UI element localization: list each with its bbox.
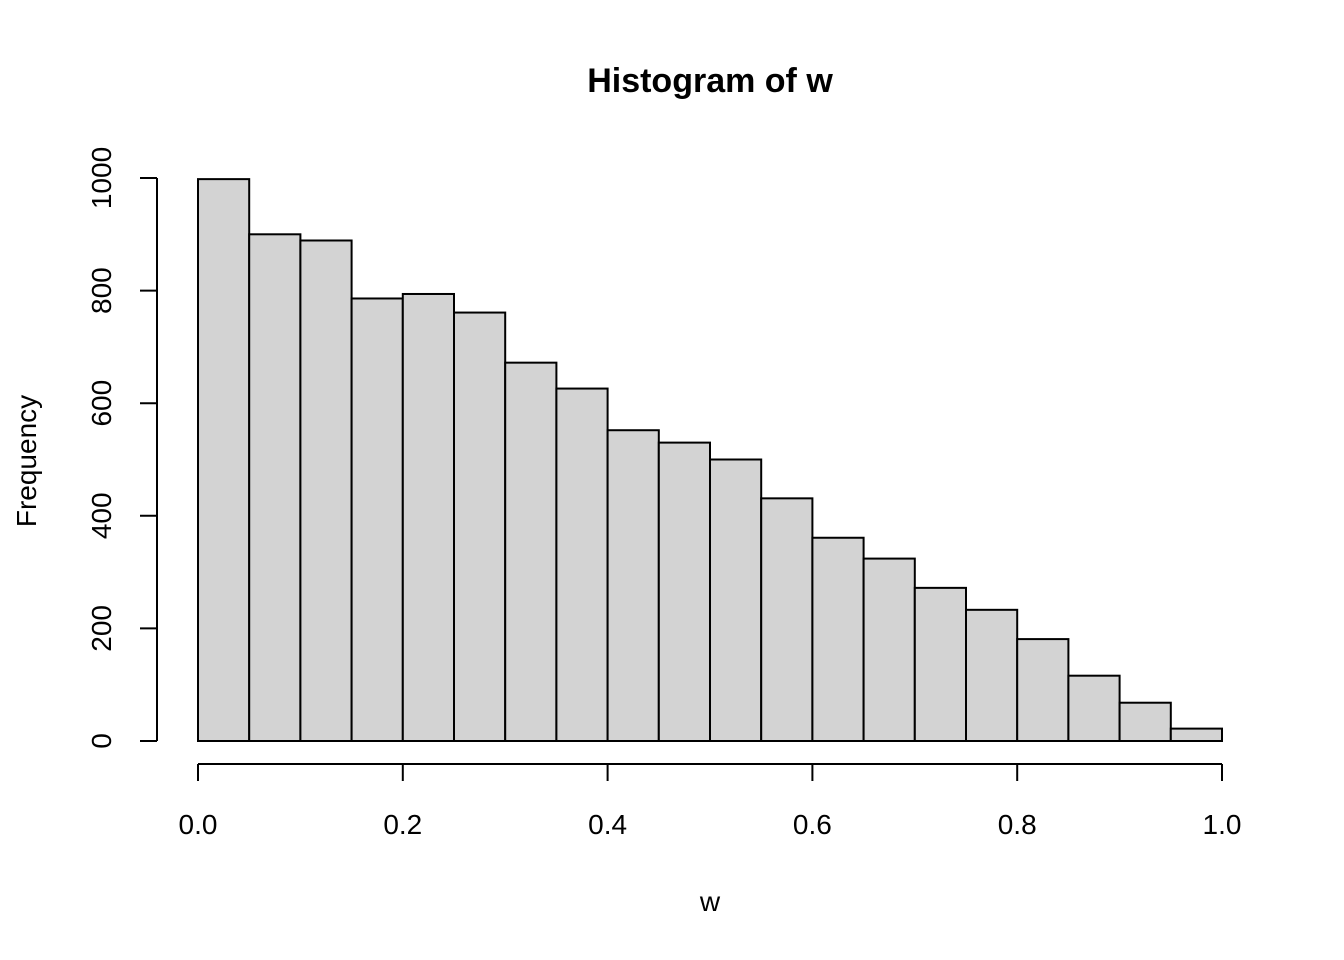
histogram-bar	[248, 233, 302, 743]
y-tick-label: 200	[86, 605, 117, 652]
histogram-bar	[657, 441, 711, 742]
histogram-bar	[606, 429, 660, 742]
histogram-bar	[1169, 727, 1224, 743]
x-tick-label: 1.0	[1203, 809, 1242, 840]
histogram-bar	[197, 178, 251, 743]
x-tick-label: 0.2	[383, 809, 422, 840]
histogram-bar	[760, 497, 814, 742]
histogram-bar	[1118, 701, 1172, 743]
x-tick-label: 0.8	[998, 809, 1037, 840]
y-tick-label: 400	[86, 492, 117, 539]
x-tick-label: 0.4	[588, 809, 627, 840]
histogram-bar	[555, 387, 609, 742]
histogram-bar	[811, 536, 865, 743]
histogram-bar	[453, 311, 507, 742]
histogram-bar	[1016, 638, 1070, 742]
histogram-bar	[350, 297, 404, 742]
bars-group	[197, 178, 1224, 743]
histogram-bar	[862, 557, 916, 743]
histogram-bar	[401, 292, 455, 742]
histogram-bar	[1067, 674, 1121, 743]
histogram-bar	[913, 586, 967, 743]
y-tick-label: 800	[86, 267, 117, 314]
y-tick-label: 0	[86, 733, 117, 749]
y-tick-label: 600	[86, 380, 117, 427]
x-axis-label: w	[699, 886, 721, 917]
histogram-bar	[504, 361, 558, 742]
y-axis: 0 200 400 600 800 1000	[86, 147, 158, 749]
x-axis: 0.0 0.2 0.4 0.6 0.8 1.0	[179, 763, 1242, 840]
y-tick-label: 1000	[86, 147, 117, 209]
histogram-bar	[965, 608, 1019, 742]
chart-title: Histogram of w	[587, 62, 833, 100]
x-tick-label: 0.6	[793, 809, 832, 840]
histogram-bar	[299, 239, 353, 742]
y-axis-label: Frequency	[11, 395, 42, 527]
histogram-bar	[709, 458, 763, 742]
x-tick-label: 0.0	[179, 809, 218, 840]
